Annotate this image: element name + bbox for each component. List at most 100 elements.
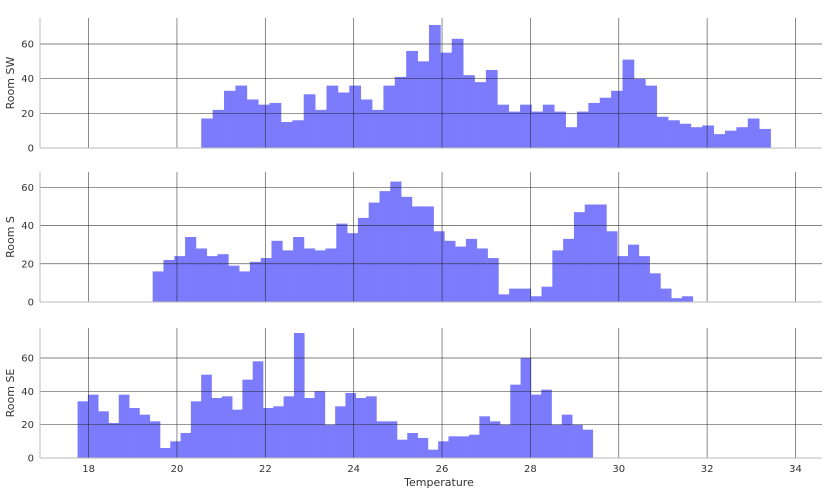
x-tick-label: 28 — [524, 464, 537, 475]
histogram-bar — [180, 433, 192, 458]
histogram-bar — [108, 423, 120, 458]
histogram-bar — [159, 448, 171, 458]
histogram-bar — [645, 85, 658, 148]
histogram-bar — [440, 52, 453, 148]
x-tick-label: 22 — [259, 464, 272, 475]
y-tick-label: 20 — [21, 109, 34, 120]
histogram-bar — [489, 421, 501, 458]
histogram-bar — [582, 429, 594, 458]
histogram-bar — [422, 206, 434, 302]
histogram-bar — [469, 434, 480, 458]
histogram-bar — [433, 231, 445, 302]
histogram-bar — [406, 50, 418, 148]
histogram-bar — [396, 439, 408, 458]
histogram-bar — [280, 122, 293, 148]
y-axis-label: Room S — [4, 216, 17, 258]
histogram-bar — [224, 90, 236, 148]
histogram-bar — [509, 288, 521, 302]
histogram-bar — [611, 90, 623, 148]
histogram-bar — [668, 120, 680, 148]
histogram-bar — [554, 111, 566, 148]
histogram-bar — [479, 416, 491, 458]
histogram-bar — [211, 398, 223, 458]
histogram-bar — [335, 406, 346, 458]
histogram-bar — [195, 248, 208, 302]
histogram-bar — [455, 246, 467, 302]
histogram-bar — [759, 128, 771, 148]
histogram-bar — [185, 237, 197, 302]
histogram-bar — [355, 398, 367, 458]
histogram-bar — [271, 240, 283, 302]
histogram-bar — [551, 424, 563, 458]
histogram-bar — [671, 298, 683, 302]
histogram-bar — [170, 441, 181, 458]
histogram-bar — [376, 421, 387, 458]
histogram-bar — [139, 414, 151, 458]
histogram-bar — [595, 204, 607, 302]
histogram-bar — [510, 384, 521, 458]
histogram-bar — [530, 296, 542, 302]
histogram-bar — [273, 406, 284, 458]
histogram-bar — [324, 424, 336, 458]
histogram-bar — [451, 38, 464, 148]
histogram-bar — [163, 259, 175, 302]
x-tick-label: 34 — [789, 464, 802, 475]
histogram-bar — [497, 104, 510, 148]
histogram-bar — [411, 206, 424, 302]
histogram-bar — [242, 379, 254, 458]
histogram-bar — [235, 85, 248, 148]
histogram-bar — [458, 436, 470, 458]
histogram-bar — [565, 127, 578, 148]
histogram-bar — [530, 394, 542, 458]
histogram-bar — [379, 191, 391, 302]
histogram-bar — [465, 238, 478, 302]
histogram-bar — [347, 233, 359, 302]
x-tick-label: 30 — [612, 464, 625, 475]
x-tick-label: 26 — [436, 464, 449, 475]
histogram-bar — [292, 120, 305, 148]
histogram-bar — [228, 265, 240, 302]
histogram-bar — [260, 258, 272, 302]
histogram-bar — [386, 421, 398, 458]
histogram-bar — [372, 109, 384, 148]
histogram-bar — [584, 204, 596, 302]
y-tick-label: 20 — [21, 259, 34, 270]
histogram-bar — [129, 408, 140, 458]
histogram-bar — [206, 256, 218, 302]
histogram-bar — [599, 97, 612, 148]
histogram-bar — [407, 433, 418, 458]
histogram-bar — [428, 24, 441, 148]
histogram-bar — [573, 212, 586, 302]
histogram-bar — [149, 421, 161, 458]
histogram-bar — [561, 414, 573, 458]
histogram-bar — [174, 256, 186, 302]
histogram-bar — [702, 125, 714, 148]
y-tick-label: 40 — [21, 74, 34, 85]
histogram-bar — [508, 111, 521, 148]
histogram-bar — [713, 134, 726, 148]
histogram-bar — [438, 441, 449, 458]
histogram-bar — [190, 401, 202, 458]
histogram-bar — [724, 130, 737, 148]
y-axis-label: Room SW — [4, 57, 17, 110]
histogram-bar — [77, 401, 89, 458]
histogram-bar — [499, 424, 511, 458]
histogram-bar — [681, 296, 694, 302]
histogram-bar — [487, 258, 499, 302]
histogram-bar — [617, 256, 629, 302]
y-tick-label: 0 — [28, 454, 34, 465]
histogram-bar — [552, 250, 564, 302]
histogram-bar — [444, 240, 456, 302]
histogram-bar — [293, 237, 305, 302]
histogram-bar — [606, 231, 618, 302]
histogram-bar — [263, 408, 274, 458]
y-tick-label: 60 — [21, 40, 34, 51]
y-axis-label: Room SE — [4, 369, 17, 418]
y-tick-label: 40 — [21, 221, 34, 232]
histogram-bar — [118, 394, 130, 458]
histogram-bar — [576, 111, 589, 148]
histogram-bar — [690, 127, 703, 148]
histogram-bar — [232, 409, 243, 458]
histogram-bar — [269, 102, 282, 148]
